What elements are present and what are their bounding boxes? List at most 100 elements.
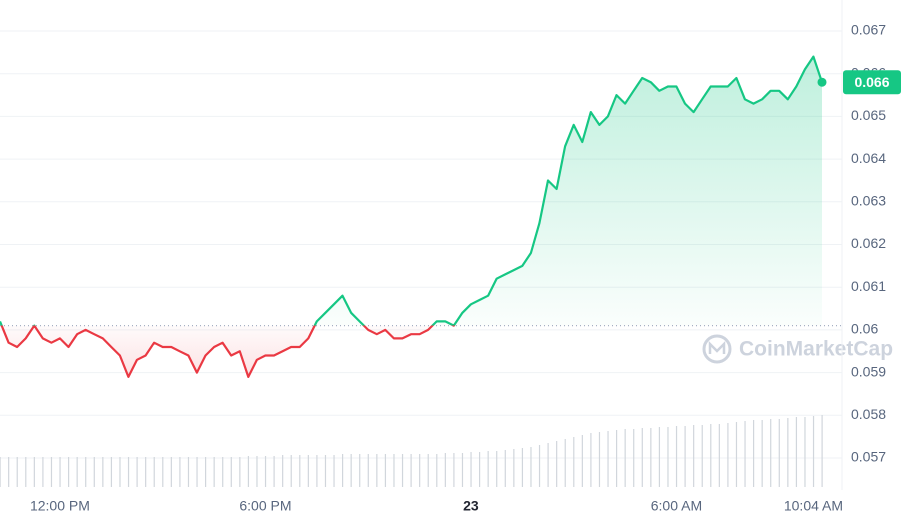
volume-bar: [256, 456, 258, 487]
volume-bar: [718, 424, 720, 487]
y-tick-label: 0.06: [851, 321, 878, 337]
watermark: CoinMarketCap: [702, 334, 893, 364]
watermark-text: CoinMarketCap: [739, 338, 893, 361]
volume-bar: [230, 457, 232, 487]
volume-bar: [710, 424, 712, 487]
volume-bar: [282, 455, 284, 487]
x-tick-label: 6:00 PM: [239, 498, 291, 514]
volume-bar: [547, 443, 549, 487]
volume-bar: [76, 457, 78, 487]
volume-bar: [641, 428, 643, 487]
volume-bar: [213, 457, 215, 487]
volume-bar: [616, 430, 618, 487]
volume-bar: [564, 439, 566, 487]
volume-bar: [127, 457, 130, 487]
volume-bar: [556, 441, 558, 487]
volume-bar: [299, 455, 301, 487]
volume-bar: [316, 455, 318, 487]
y-tick-label: 0.061: [851, 278, 886, 294]
volume-bar: [521, 448, 524, 487]
y-tick-label: 0.067: [851, 22, 886, 38]
volume-bar: [667, 427, 669, 487]
volume-bar: [795, 417, 798, 487]
volume-bar: [444, 453, 446, 487]
volume-bar: [264, 456, 267, 487]
volume-bar: [239, 457, 241, 487]
volume-bar: [8, 457, 10, 487]
last-point: [817, 77, 827, 87]
volume-bar: [119, 457, 121, 487]
volume-bar: [222, 457, 224, 487]
volume-bar: [778, 419, 780, 487]
volume-bar: [684, 426, 686, 487]
x-tick-label: 12:00 PM: [30, 498, 90, 514]
volume-bar: [16, 457, 18, 487]
volume-bar: [179, 457, 181, 487]
volume-bar: [273, 456, 275, 487]
volume-bar: [342, 454, 344, 487]
price-area: [0, 56, 822, 377]
volume-bar: [693, 425, 695, 487]
volume-bar: [804, 417, 806, 487]
volume-bar: [50, 457, 53, 487]
price-badge: [843, 70, 901, 95]
volume-bar: [307, 455, 309, 487]
volume-bar: [110, 457, 113, 487]
volume-bar: [675, 426, 678, 487]
volume-bar: [410, 454, 412, 487]
volume-bar: [25, 457, 27, 487]
volume-bar: [650, 428, 652, 487]
y-tick-label: 0.064: [851, 150, 886, 166]
volume-bar: [590, 433, 592, 487]
volume-bar: [479, 452, 481, 487]
y-tick-label: 0.058: [851, 406, 886, 422]
volume-bar: [761, 420, 763, 487]
volume-bar: [821, 415, 823, 487]
volume-bar: [145, 457, 147, 487]
y-tick-label: 0.062: [851, 235, 886, 251]
volume-bar: [350, 454, 352, 487]
volume-bar: [770, 419, 772, 487]
volume-bar: [573, 437, 575, 487]
price-line: [0, 55, 824, 378]
volume-bar: [787, 418, 789, 487]
volume-bar: [624, 429, 626, 487]
volume-bar: [436, 454, 438, 487]
volume-bar: [205, 457, 207, 487]
volume-bar: [658, 427, 661, 487]
volume-bar: [333, 455, 335, 487]
volume-bar: [359, 454, 361, 487]
volume-bar: [735, 422, 738, 487]
volume-bar: [744, 421, 746, 487]
volume-bar: [247, 456, 250, 487]
volume-bar: [753, 420, 755, 487]
volume-bar: [102, 457, 104, 487]
price-badge-label: 0.066: [854, 74, 889, 90]
volume-bar: [0, 457, 1, 487]
volume-bar: [33, 457, 35, 487]
volume-bar: [504, 450, 506, 487]
volume-bar: [487, 451, 489, 487]
volume-bar: [85, 457, 87, 487]
volume-bar: [59, 457, 61, 487]
volume-bar: [290, 455, 292, 487]
y-tick-label: 0.057: [851, 449, 886, 465]
volume-bar: [419, 454, 421, 487]
volume-bar: [384, 454, 387, 487]
volume-bar: [513, 449, 515, 487]
volume-bar: [701, 425, 703, 487]
y-tick-label: 0.063: [851, 193, 886, 209]
volume-bar: [68, 457, 70, 487]
volume-bar: [581, 435, 583, 487]
volume-bar: [367, 454, 369, 487]
volume-bar: [598, 432, 601, 487]
y-tick-label: 0.065: [851, 107, 886, 123]
volume-bar: [607, 431, 609, 487]
y-tick-label: 0.059: [851, 363, 886, 379]
x-tick-label: 10:04 AM: [784, 498, 843, 514]
volume-bar: [530, 447, 532, 487]
volume-bar: [93, 457, 95, 487]
volume-bar: [170, 457, 172, 487]
volume-bar: [42, 457, 44, 487]
